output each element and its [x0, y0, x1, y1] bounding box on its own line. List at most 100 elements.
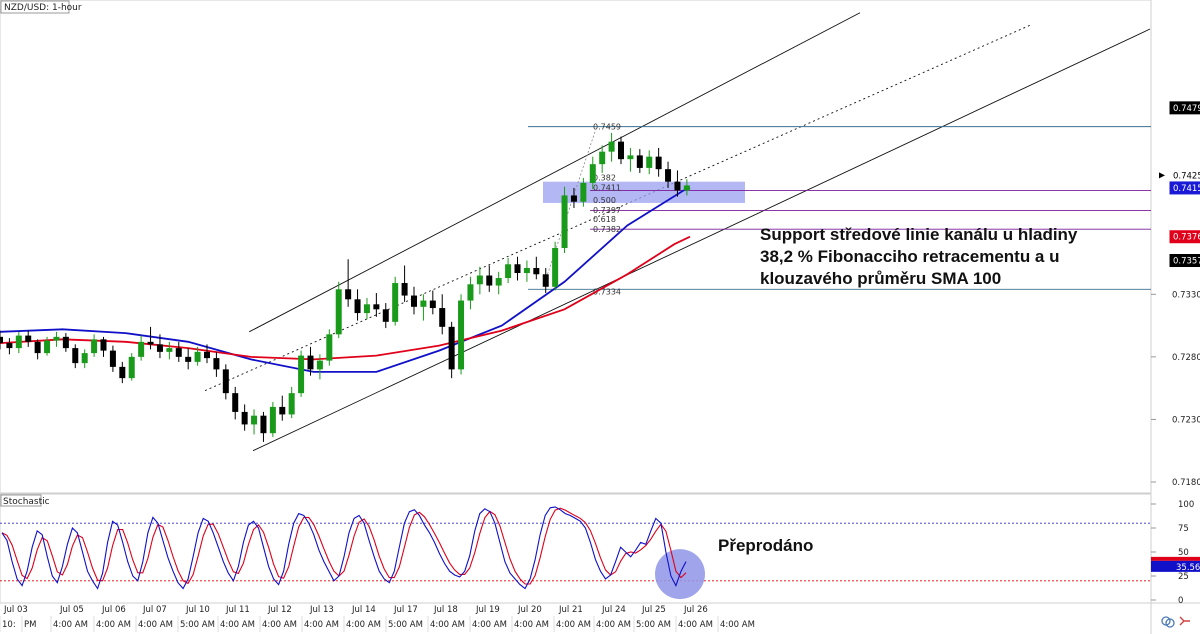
stochastic-pane [0, 493, 1152, 604]
candle-body [608, 141, 615, 152]
candle-body [25, 335, 32, 342]
date-label: Jul 26 [683, 605, 708, 615]
chart-settings-icon[interactable] [1161, 616, 1175, 628]
time-label: 4:00 AM [596, 620, 631, 630]
channel-upper-line [248, 12, 861, 333]
candle-body [251, 415, 258, 425]
candle-body [241, 411, 248, 425]
candle-body [62, 336, 69, 349]
sma100-line [0, 187, 691, 373]
candle-body [166, 348, 173, 352]
candle-body [119, 366, 126, 379]
candle-body [34, 341, 41, 354]
candle-body [495, 278, 502, 286]
stoch-value-label: 35.56 [1176, 563, 1200, 573]
candle-body [194, 351, 201, 362]
time-label: 4:00 AM [138, 620, 173, 630]
date-label: Jul 21 [558, 605, 583, 615]
price-tick-label: 0.7280 [1172, 353, 1200, 363]
candle-body [81, 353, 88, 364]
stoch-tick-label: 25 [1178, 572, 1189, 582]
candle-body [636, 155, 643, 168]
candle-body [561, 195, 568, 248]
candle-body [269, 406, 276, 434]
candle-body [138, 341, 145, 357]
date-label: Jul 14 [351, 605, 376, 615]
candle-body [15, 335, 22, 349]
date-label: Jul 05 [59, 605, 84, 615]
time-label: 5:00 AM [388, 620, 423, 630]
stoch-k-line [1, 506, 687, 590]
candle-body [589, 164, 596, 183]
price-axis: 0.7330 0.7280 0.7230 0.7180 0.7479 0.7425 0.74… [1151, 101, 1200, 488]
trend-channel [204, 12, 1151, 452]
stoch-d-line [1, 507, 687, 585]
channel-middle-line [204, 24, 1031, 392]
fib-low-label: 0.7334 [593, 288, 621, 297]
candle-body [100, 339, 107, 351]
time-label: 4:00 AM [304, 620, 339, 630]
candle-body [109, 350, 116, 367]
time-label: 5:00 AM [180, 620, 215, 630]
candle-body [382, 309, 389, 322]
price-tag-label: 0.7425 [1173, 171, 1200, 181]
candle-body [448, 326, 455, 370]
price-tag [1169, 254, 1200, 268]
candle-body [147, 341, 154, 345]
scroll-to-latest-icon[interactable] [1179, 616, 1190, 626]
candle-body [505, 264, 512, 279]
candle-body [345, 289, 352, 300]
candle-body [222, 369, 229, 394]
date-label: Jul 19 [475, 605, 500, 615]
candle-body [175, 348, 182, 357]
stochastic-label: Stochastic [3, 497, 50, 507]
candle-body [128, 356, 135, 379]
candle-body [618, 141, 624, 160]
candle-body [627, 155, 634, 160]
moving-averages [0, 187, 691, 373]
fib-500-ratio-label: 0.500 [593, 196, 616, 205]
candle-body [316, 360, 323, 370]
candle-body [401, 283, 408, 296]
date-label: Jul 13 [309, 605, 334, 615]
time-label: 4:00 AM [720, 620, 755, 630]
date-label: Jul 03 [3, 605, 28, 615]
time-label: 4:00 AM [346, 620, 381, 630]
candle-body [439, 308, 446, 327]
candle-body [599, 151, 606, 165]
date-label: Jul 10 [185, 605, 210, 615]
candle-body [665, 169, 672, 182]
date-label: Jul 11 [225, 605, 250, 615]
candle-body [655, 156, 662, 170]
date-label: Jul 06 [101, 605, 126, 615]
stoch-k-tag [1151, 560, 1200, 572]
stoch-d-tag [1151, 556, 1200, 561]
price-tag [1169, 181, 1200, 195]
candle-body [156, 344, 163, 352]
date-label: Jul 18 [433, 605, 458, 615]
candle-body [580, 182, 587, 202]
time-label: 4:00 AM [472, 620, 507, 630]
candle-body [467, 284, 474, 301]
candle-body [232, 393, 239, 412]
price-tick-label: 0.7330 [1172, 290, 1200, 300]
date-label: Jul 20 [517, 605, 542, 615]
candle-body [411, 295, 417, 307]
candle-body [185, 356, 192, 362]
candle-body [674, 181, 681, 191]
candle-body [646, 156, 653, 168]
support-annotation-line-1: Support středové linie kanálu u hladiny [760, 225, 1078, 244]
support-annotation-line-3: klouzavého průměru SMA 100 [760, 269, 1001, 288]
time-axis: Jul 03 Jul 05 Jul 06 Jul 07 Jul 10 Jul 11 Jul … [0, 605, 755, 632]
candle-body [0, 336, 3, 344]
last-price-arrow-icon [1159, 172, 1165, 179]
candle-body [363, 304, 370, 314]
time-label: 4:00 AM [53, 620, 88, 630]
fib-highlight-box [543, 181, 745, 203]
candle-body [458, 300, 465, 370]
channel-lower-line [252, 28, 1151, 452]
fib-500-price-label: 0.7397 [593, 206, 621, 215]
time-label: 4:00 AM [262, 620, 297, 630]
